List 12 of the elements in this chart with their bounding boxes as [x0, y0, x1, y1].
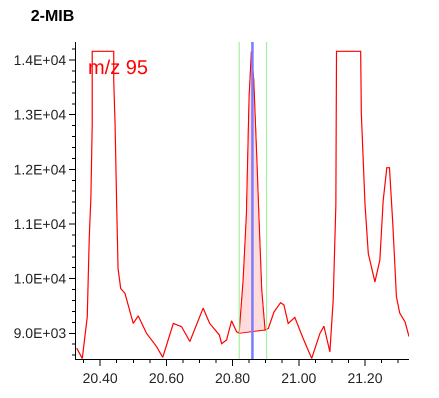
- x-tick-label: 21.00: [281, 370, 316, 386]
- x-tick-label: 20.60: [148, 370, 184, 386]
- y-tick-label: 9.0E+03: [14, 325, 66, 342]
- y-tick-label: 1.1E+04: [14, 216, 66, 232]
- x-tick-label: 21.20: [347, 370, 383, 386]
- y-tick-label: 1.3E+04: [14, 106, 66, 123]
- chart-title: 2-MIB: [30, 8, 74, 26]
- y-tick-label: 1.4E+04: [14, 52, 66, 68]
- y-tick-label: 1.0E+04: [14, 270, 66, 287]
- x-tick-label: 20.40: [82, 370, 118, 386]
- x-tick-label: 20.80: [215, 370, 250, 386]
- y-tick-label: 1.2E+04: [14, 161, 66, 178]
